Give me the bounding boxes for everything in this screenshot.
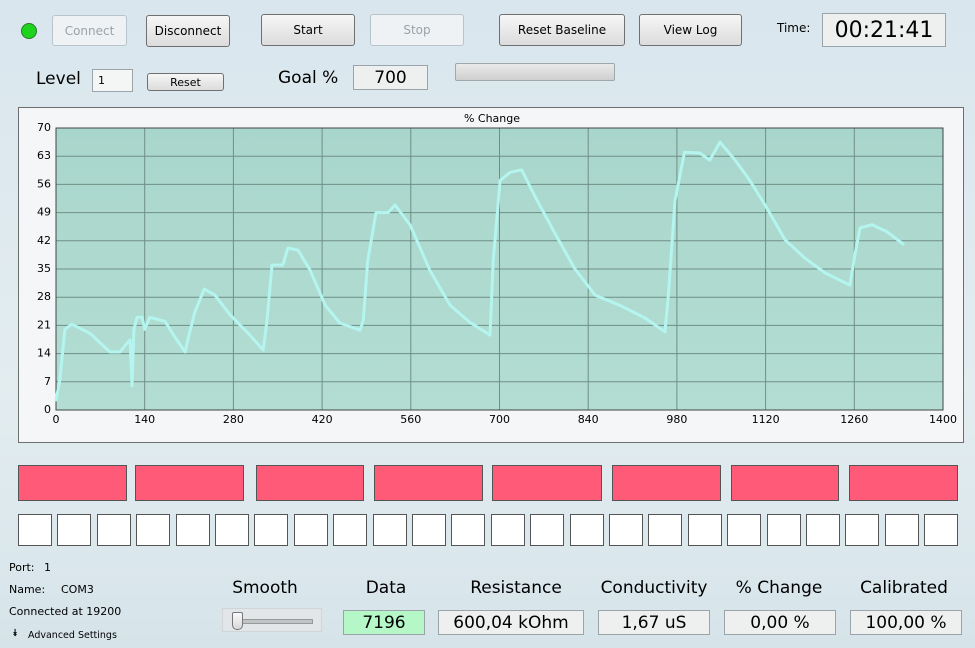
connection-status: Connected at 19200 — [9, 605, 122, 618]
x-tick-label: 560 — [400, 413, 421, 426]
y-tick-label: 14 — [37, 347, 51, 360]
level-cell — [609, 514, 643, 546]
name-value: COM3 — [61, 583, 94, 596]
level-cell — [254, 514, 289, 546]
y-tick-label: 56 — [37, 177, 51, 190]
readout-label: % Change — [735, 578, 823, 598]
level-cell — [57, 514, 92, 546]
level-label: Level — [36, 69, 81, 89]
zone-indicator — [256, 465, 364, 501]
y-tick-label: 63 — [37, 149, 51, 162]
readout-value: 600,04 kOhm — [438, 610, 584, 635]
readout-label: Calibrated — [860, 578, 948, 598]
zone-indicator — [18, 465, 127, 501]
plot-frame — [55, 127, 944, 411]
level-reset-button[interactable]: Reset — [147, 73, 224, 91]
zone-indicator — [492, 465, 602, 501]
zone-indicator — [731, 465, 839, 501]
smooth-label: Smooth — [232, 578, 298, 598]
level-cell — [175, 514, 210, 546]
port-value: 1 — [44, 561, 51, 574]
time-label: Time: — [777, 21, 811, 35]
level-cell — [490, 514, 525, 546]
level-cell — [766, 514, 801, 546]
level-cell — [372, 514, 407, 546]
readout-value: 1,67 uS — [598, 610, 710, 635]
readout-value: 0,00 % — [724, 610, 836, 635]
level-cell — [215, 514, 249, 546]
level-cell — [687, 514, 722, 546]
y-tick-label: 21 — [37, 318, 51, 331]
data-line — [54, 140, 905, 402]
zone-indicator — [135, 465, 244, 501]
level-cell — [18, 514, 52, 546]
chart-title: % Change — [464, 112, 520, 125]
goal-display: 700 — [353, 65, 428, 90]
level-cell — [569, 514, 604, 546]
name-label: Name: — [9, 583, 46, 596]
zone-indicator — [612, 465, 721, 501]
level-cell — [924, 514, 959, 546]
smooth-slider[interactable] — [222, 608, 322, 632]
y-tick-label: 70 — [37, 121, 51, 134]
x-tick-label: 1260 — [840, 413, 868, 426]
x-tick-label: 280 — [223, 413, 244, 426]
x-tick-label: 700 — [489, 413, 510, 426]
x-tick-label: 420 — [312, 413, 333, 426]
view-log-button[interactable]: View Log — [639, 14, 742, 46]
level-cell — [806, 514, 840, 546]
y-tick-label: 7 — [44, 375, 51, 388]
level-cell — [333, 514, 368, 546]
advanced-chevron[interactable]: ⯯ — [12, 628, 18, 639]
readout-value: 100,00 % — [850, 610, 962, 635]
y-tick-label: 28 — [37, 290, 51, 303]
start-button[interactable]: Start — [261, 14, 355, 46]
level-cell — [530, 514, 565, 546]
x-tick-label: 0 — [53, 413, 60, 426]
connect-button[interactable]: Connect — [52, 15, 127, 46]
level-cell — [727, 514, 762, 546]
zone-indicator — [849, 465, 958, 501]
chart-panel: % Change 0 7 14 21 28 35 42 49 56 63 70 0 140 280 420 5… — [18, 107, 964, 443]
port-label: Port: — [9, 561, 35, 574]
x-tick-label: 140 — [134, 413, 155, 426]
x-tick-label: 1120 — [752, 413, 780, 426]
level-cell — [412, 514, 446, 546]
level-cell — [96, 514, 131, 546]
readout-label: Resistance — [470, 578, 562, 598]
goal-label: Goal % — [278, 68, 339, 88]
time-display: 00:21:41 — [822, 13, 946, 47]
reset-baseline-button[interactable]: Reset Baseline — [499, 14, 625, 46]
y-tick-label: 49 — [37, 206, 51, 219]
advanced-settings[interactable]: Advanced Settings — [28, 630, 117, 641]
y-tick-label: 42 — [37, 234, 51, 247]
level-cell — [136, 514, 171, 546]
y-tick-label: 35 — [37, 262, 51, 275]
level-cell — [451, 514, 486, 546]
level-cell — [845, 514, 880, 546]
readout-label: Conductivity — [600, 578, 708, 598]
x-tick-label: 1400 — [929, 413, 957, 426]
disconnect-button[interactable]: Disconnect — [146, 15, 230, 47]
x-tick-label: 980 — [666, 413, 687, 426]
readout-label: Data — [365, 578, 407, 598]
y-tick-label: 0 — [44, 403, 51, 416]
readout-value: 7196 — [343, 610, 425, 635]
zone-indicator — [374, 465, 483, 501]
progress-bar — [455, 63, 615, 81]
stop-button[interactable]: Stop — [370, 14, 464, 46]
level-cell — [648, 514, 683, 546]
status-led — [21, 23, 37, 39]
x-tick-label: 840 — [578, 413, 599, 426]
level-input[interactable]: 1 — [92, 69, 133, 92]
level-cell — [293, 514, 328, 546]
level-cell — [884, 514, 919, 546]
